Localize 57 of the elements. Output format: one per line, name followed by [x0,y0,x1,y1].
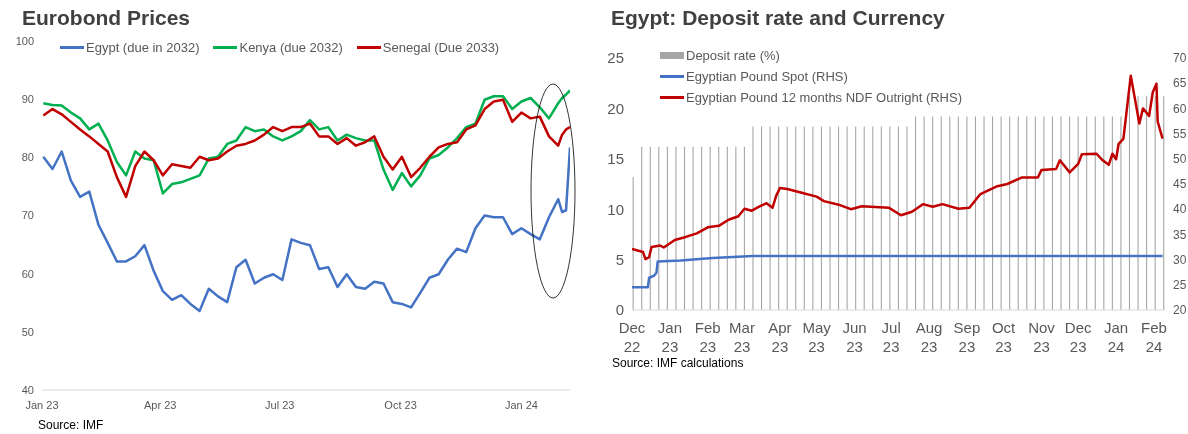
x-tick-label: Oct 23 [991,319,1017,355]
y-tick-label: 25 [607,49,624,67]
y2-tick-label: 20 [1173,303,1187,318]
x-tick-label: Sep 23 [953,319,981,355]
x-tick-label: Jan 24 [1104,319,1129,355]
legend-label: Egyptian Pound 12 months NDF Outright (RHS) [686,90,963,105]
source-note: Source: IMF calculations [612,356,744,370]
y-tick-label: 80 [21,151,34,164]
x-tick-label: Jul 23 [881,319,901,355]
x-tick-label: Dec 23 [1064,319,1093,355]
y2-tick-label: 50 [1173,152,1187,167]
x-tick-label: Apr 23 [144,399,177,411]
x-tick-label: Feb 23 [694,319,721,355]
chart-title: Egypt: Deposit rate and Currency [611,6,945,30]
x-tick-label: Jan 24 [504,399,538,411]
y-tick-label: 15 [607,150,624,168]
x-tick-label: Oct 23 [384,399,417,411]
legend-label: Egyptian Pound Spot (RHS) [686,69,848,84]
y-tick-label: 40 [21,383,34,396]
x-tick-label: Aug 23 [915,319,943,355]
y2-tick-label: 55 [1173,126,1187,141]
x-tick-label: Jan 23 [657,319,682,355]
y-tick-label: 20 [607,99,624,117]
y-tick-label: 70 [21,209,34,222]
y2-tick-label: 40 [1173,202,1187,217]
y2-tick-label: 60 [1173,101,1187,116]
chart-title: Eurobond Prices [22,6,191,30]
y-tick-label: 0 [615,301,624,319]
x-tick-label: Mar 23 [729,319,755,355]
y-tick-label: 10 [607,200,624,218]
line-series [42,146,570,313]
y2-tick-label: 35 [1173,227,1187,242]
x-tick-label: Nov 23 [1028,319,1056,355]
y-tick-label: 5 [615,250,624,268]
y2-tick-label: 65 [1173,76,1187,91]
y2-tick-label: 25 [1173,278,1187,293]
x-tick-label: Jul 23 [265,399,295,411]
x-tick-label: Jun 23 [842,319,867,355]
y2-tick-label: 30 [1173,252,1187,267]
line-series [632,254,1164,289]
x-tick-label: Feb 24 [1141,319,1167,355]
y-tick-label: 50 [21,325,34,338]
x-tick-label: May 23 [802,319,832,355]
x-tick-label: Apr 23 [768,319,792,355]
line-series [632,74,1164,261]
legend-label: Senegal (Due 2033) [382,40,500,55]
x-tick-label: Jan 23 [25,399,59,411]
y2-tick-label: 70 [1173,51,1187,66]
x-tick-label: Dec 22 [618,319,646,355]
y2-tick-label: 45 [1173,177,1187,192]
legend-label: Kenya (due 2032) [239,40,343,55]
y-tick-label: 90 [21,93,34,106]
y-tick-label: 60 [21,267,34,280]
legend-label: Deposit rate (%) [686,48,780,63]
legend-label: Egypt (due in 2032) [86,40,200,55]
source-note: Source: IMF [38,418,104,432]
y-tick-label: 100 [15,34,34,47]
